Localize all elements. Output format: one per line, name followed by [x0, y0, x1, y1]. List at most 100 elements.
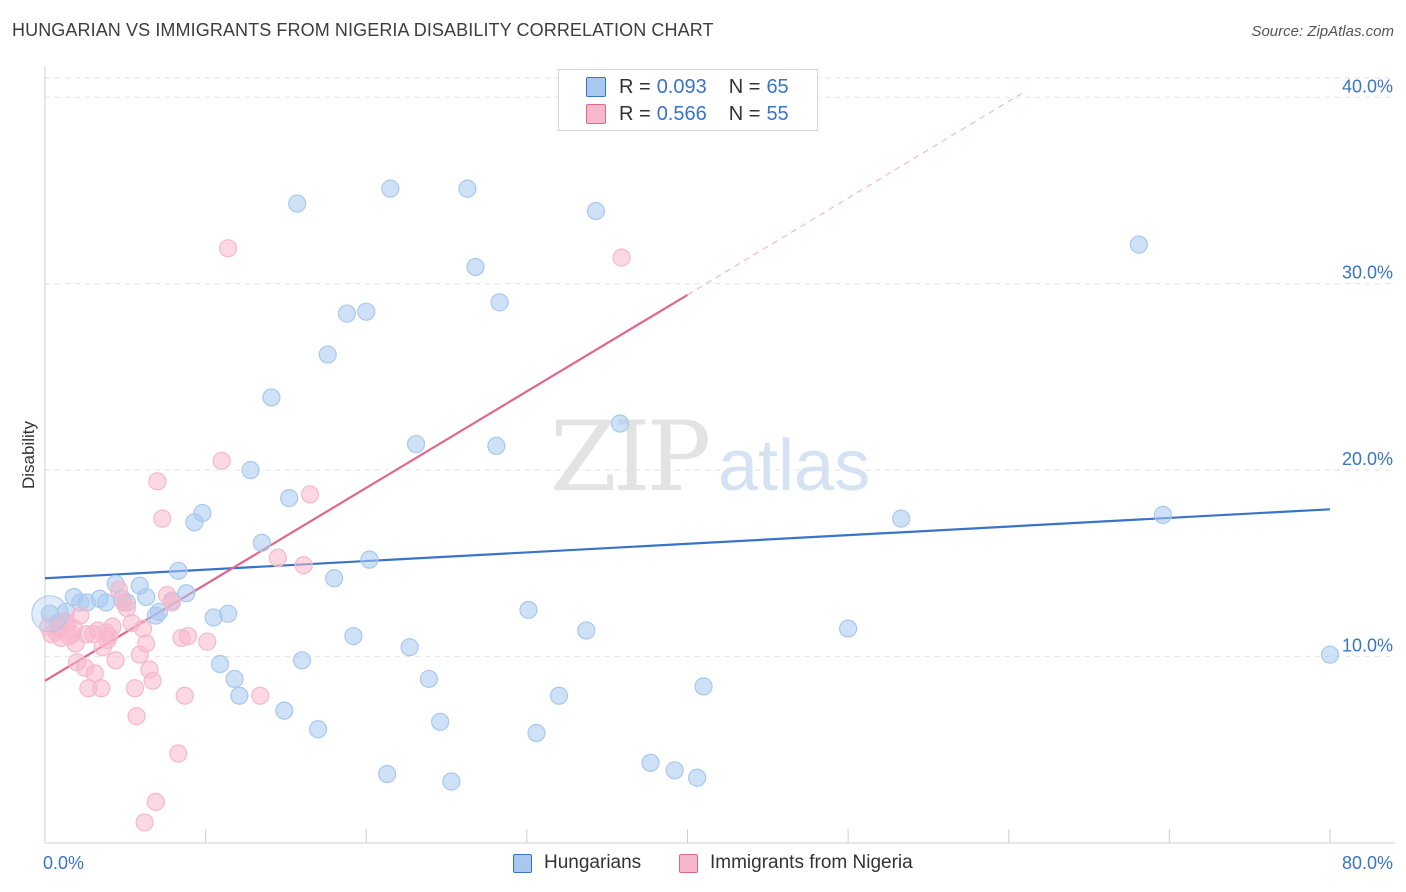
hungarians-point — [466, 257, 485, 277]
nigeria-point — [268, 548, 288, 567]
hungarians-point — [487, 436, 506, 456]
hungarians-point — [318, 345, 337, 364]
hungarians-point — [288, 194, 307, 213]
nigeria-point — [148, 472, 167, 491]
nigeria-point — [92, 679, 111, 698]
axes — [44, 66, 1395, 844]
nigeria-point — [71, 606, 90, 625]
hungarians-point — [694, 677, 713, 696]
y-axis-title: Disability — [19, 420, 38, 489]
nigeria-point — [294, 556, 313, 575]
n-label: N = — [728, 75, 761, 98]
hungarians-point — [665, 761, 684, 780]
y-tick-label: 10.0% — [1342, 636, 1393, 656]
hungarians-point — [839, 619, 858, 638]
nigeria-swatch — [679, 853, 698, 873]
nigeria-point — [300, 485, 320, 504]
hungarians-point — [262, 388, 281, 407]
y-tick-label: 20.0% — [1342, 449, 1393, 469]
x-tick-label: 0.0% — [43, 853, 84, 873]
nigeria-point — [169, 744, 188, 763]
hungarians-point — [308, 720, 328, 739]
hungarians-point — [381, 179, 400, 198]
hungarians-point — [378, 764, 397, 784]
stats-row-nigeria: R = 0.566 N = 55 — [586, 102, 789, 126]
hungarians-point — [1129, 235, 1148, 254]
hungarians-point — [549, 686, 569, 705]
hungarians-point — [225, 669, 244, 689]
hungarians-point — [586, 201, 606, 221]
hungarians-point — [337, 304, 357, 323]
nigeria-point — [219, 239, 238, 258]
nigeria-point — [133, 619, 153, 638]
axis-labels: 10.0% 20.0% 30.0% 40.0% 0.0% 80.0% Disability — [19, 76, 1393, 873]
y-tick-label: 30.0% — [1342, 263, 1393, 283]
nigeria-point — [612, 248, 631, 267]
nigeria-point — [106, 651, 125, 670]
hungarians-point — [458, 179, 477, 198]
hungarians-trend-line — [44, 508, 1331, 580]
hungarians-point — [169, 561, 188, 580]
nigeria-point — [125, 679, 145, 698]
nigeria-point — [175, 686, 194, 705]
legend-item-hungarians[interactable]: Hungarians — [513, 852, 641, 874]
x-tick-label: 80.0% — [1342, 853, 1393, 873]
y-tick-label: 40.0% — [1342, 76, 1393, 96]
legend-item-nigeria[interactable]: Immigrants from Nigeria — [679, 852, 913, 874]
nigeria-point — [127, 707, 146, 726]
hungarians-point — [892, 509, 911, 528]
series-legend: Hungarians Immigrants from Nigeria — [0, 852, 1406, 878]
hungarians-point — [280, 489, 299, 508]
hungarians-point — [31, 595, 69, 633]
nigeria-point — [143, 671, 162, 690]
data-points — [31, 179, 1340, 832]
r-label: R = — [619, 102, 651, 125]
hungarians-point — [219, 604, 238, 623]
nigeria-point — [251, 686, 270, 705]
hungarians-point — [442, 772, 461, 791]
source-credit: Source: ZipAtlas.com — [1251, 23, 1394, 40]
nigeria-swatch — [586, 104, 606, 124]
hungarians-point — [610, 414, 630, 433]
hungarians-point — [292, 651, 312, 670]
hungarians-swatch — [586, 77, 606, 97]
nigeria-point — [98, 630, 117, 649]
hungarians-point — [400, 638, 419, 657]
hungarians-point — [210, 654, 230, 674]
hungarians-point — [137, 587, 156, 607]
hungarians-point — [577, 621, 596, 640]
hungarians-point — [360, 550, 379, 569]
nigeria-point — [55, 612, 74, 631]
hungarians-point — [406, 434, 426, 454]
nigeria-point — [153, 509, 172, 528]
hungarians-point — [344, 626, 363, 646]
hungarians-swatch — [513, 853, 532, 873]
legend-label: Immigrants from Nigeria — [710, 852, 913, 873]
hungarians-point — [1153, 505, 1173, 524]
hungarians-point — [419, 669, 438, 689]
nigeria-point — [212, 451, 231, 470]
chart-title: HUNGARIAN VS IMMIGRANTS FROM NIGERIA DIS… — [12, 20, 714, 40]
hungarians-point — [1320, 645, 1340, 664]
nigeria-point — [178, 626, 198, 646]
nigeria-point — [135, 813, 154, 832]
watermark: ZIP atlas — [550, 401, 870, 513]
hungarians-point — [230, 686, 249, 705]
r-label: R = — [619, 75, 651, 98]
hungarians-point — [252, 533, 271, 552]
hungarians-point — [357, 302, 376, 321]
nigeria-point — [162, 593, 181, 612]
n-label: N = — [728, 102, 761, 125]
watermark-zip: ZIP — [550, 401, 709, 513]
stats-row-hungarians: R = 0.093 N = 65 — [586, 75, 789, 99]
r-value: 0.566 — [656, 102, 707, 125]
hungarians-point — [177, 584, 196, 603]
n-value: 65 — [766, 75, 789, 98]
nigeria-point — [146, 792, 165, 812]
hungarians-point — [241, 461, 260, 480]
hungarians-point — [96, 593, 116, 612]
hungarians-point — [688, 768, 707, 787]
trend-lines — [44, 93, 1331, 682]
r-value: 0.093 — [656, 75, 707, 98]
